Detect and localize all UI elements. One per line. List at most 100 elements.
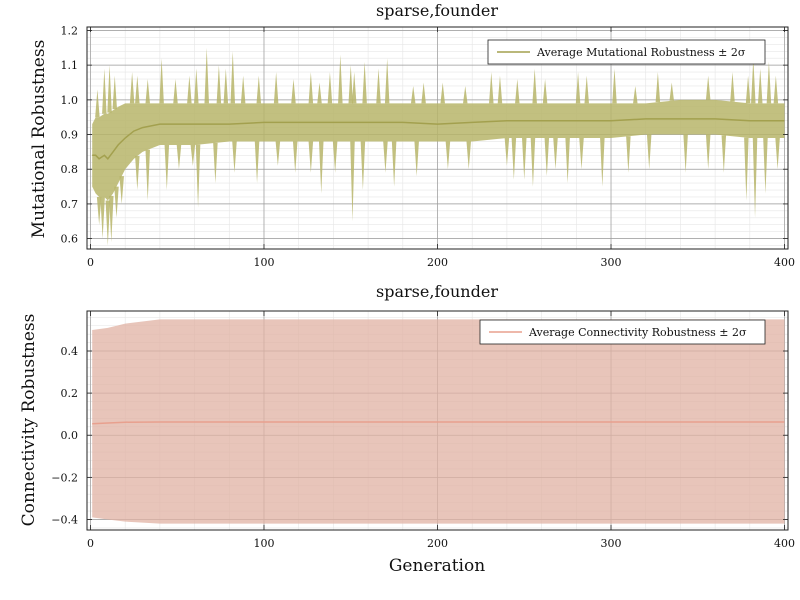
- band-spike-down: [100, 196, 105, 239]
- band-spike-up: [655, 72, 661, 103]
- band-spike-down: [391, 141, 397, 187]
- band-spike-down: [164, 144, 170, 191]
- x-tick-label: 400: [774, 256, 795, 269]
- band-spike-down: [360, 141, 366, 191]
- band-spike-up: [532, 68, 537, 104]
- band-spike-down: [646, 134, 652, 170]
- x-tick-label: 300: [601, 537, 622, 550]
- band-spike-down: [275, 141, 281, 166]
- band-spike-up: [159, 58, 164, 104]
- band-spike-down: [176, 144, 182, 170]
- band-spike-down: [530, 138, 536, 187]
- band-spike-down: [109, 195, 114, 243]
- band-spike-up: [308, 72, 314, 104]
- band-spike-up: [421, 82, 426, 104]
- band-spike-down: [522, 138, 527, 180]
- legend-label: Average Mutational Robustness ± 2σ: [536, 46, 746, 59]
- band-spike-down: [190, 144, 196, 166]
- band-spike-down: [213, 142, 218, 184]
- band-spike-up: [273, 72, 279, 104]
- plot-frame: [86, 26, 789, 250]
- band-spike-up: [489, 72, 494, 104]
- band-area: [92, 99, 785, 201]
- band-spike-down: [414, 141, 419, 177]
- y-tick-label: 0.6: [61, 233, 79, 246]
- y-tick-label: −0.4: [51, 513, 78, 526]
- y-tick-label: −0.2: [51, 471, 78, 484]
- band-spike-up: [745, 75, 751, 104]
- band-spike-down: [511, 138, 517, 180]
- legend: Average Connectivity Robustness ± 2σ: [479, 319, 766, 345]
- band-spike-up: [317, 82, 322, 104]
- connectivity-robustness-panel: sparse,founder Connectivity Robustness G…: [19, 282, 795, 576]
- band-spike-down: [350, 141, 355, 222]
- band-spike-up: [362, 61, 367, 104]
- x-tick-label: 200: [427, 256, 448, 269]
- y-axis-label: Connectivity Robustness: [19, 314, 39, 527]
- band-spike-down: [135, 156, 140, 191]
- band-spike-up: [410, 85, 416, 104]
- band-spike-up: [135, 75, 140, 104]
- band-spike-up: [112, 75, 118, 110]
- band-spike-up: [515, 79, 520, 104]
- band-spike-down: [553, 138, 558, 170]
- band-spike-up: [575, 72, 581, 104]
- band-spike-down: [145, 149, 150, 201]
- band-spike-up: [730, 72, 735, 102]
- y-tick-label: 0.9: [61, 129, 79, 142]
- band-spike-down: [119, 176, 124, 204]
- band-spike-up: [376, 68, 381, 104]
- band-spike-up: [351, 72, 357, 104]
- x-tick-label: 0: [87, 256, 94, 269]
- x-tick-label: 300: [601, 256, 622, 269]
- band-spike-up: [216, 65, 222, 104]
- band-spike-up: [497, 75, 503, 104]
- legend-box: [487, 39, 766, 65]
- band-spike-up: [145, 79, 150, 104]
- band-spike-up: [463, 85, 468, 104]
- y-tick-label: 1.2: [61, 24, 79, 37]
- mean-line-path: [92, 118, 785, 160]
- band-spike-down: [318, 141, 324, 194]
- band-spike-up: [204, 47, 209, 104]
- mutational-robustness-panel: sparse,founder Mutational Robustness 0 10…: [29, 1, 795, 269]
- y-tick-label: 0.0: [61, 429, 79, 442]
- band-spike-down: [775, 138, 780, 170]
- x-axis-label: Generation: [389, 556, 485, 576]
- band-spike-up: [230, 51, 236, 104]
- band-spike-down: [752, 138, 758, 218]
- band-spike-down: [254, 141, 260, 184]
- band-spike-up: [173, 79, 178, 104]
- band-spike-up: [187, 75, 192, 104]
- band-spike-down: [195, 144, 201, 208]
- band-spike-up: [107, 65, 112, 113]
- confidence-band: [92, 47, 785, 246]
- band-spike-down: [579, 138, 584, 170]
- band-spike-up: [669, 82, 675, 101]
- band-spike-up: [773, 75, 779, 104]
- band-spike-up: [194, 68, 199, 104]
- band-spike-down: [292, 141, 298, 173]
- band-spike-down: [466, 141, 471, 170]
- band-spike-up: [542, 79, 548, 104]
- y-tick-label: 0.4: [61, 345, 79, 358]
- band-spike-down: [744, 137, 749, 201]
- plot-frame: [86, 310, 789, 531]
- band-spike-down: [705, 134, 711, 170]
- axis-ticks: 0 100 200 300 400 −0.4 −0.2 0.0 0.2 0.4: [51, 311, 795, 550]
- band-spike-up: [757, 68, 763, 104]
- band-spike-down: [114, 186, 119, 218]
- chart-title: sparse,founder: [376, 282, 498, 301]
- band-spike-up: [240, 75, 246, 104]
- band-spike-down: [763, 138, 768, 194]
- band-spike-down: [600, 138, 605, 187]
- band-spike-up: [384, 58, 390, 104]
- band-spike-down: [683, 134, 688, 173]
- band-spike-down: [445, 141, 451, 170]
- band-spike-down: [232, 141, 237, 173]
- mean-line-path: [92, 421, 785, 425]
- band-spike-up: [95, 89, 100, 118]
- band-spike-up: [223, 68, 229, 104]
- band-spike-up: [633, 85, 638, 104]
